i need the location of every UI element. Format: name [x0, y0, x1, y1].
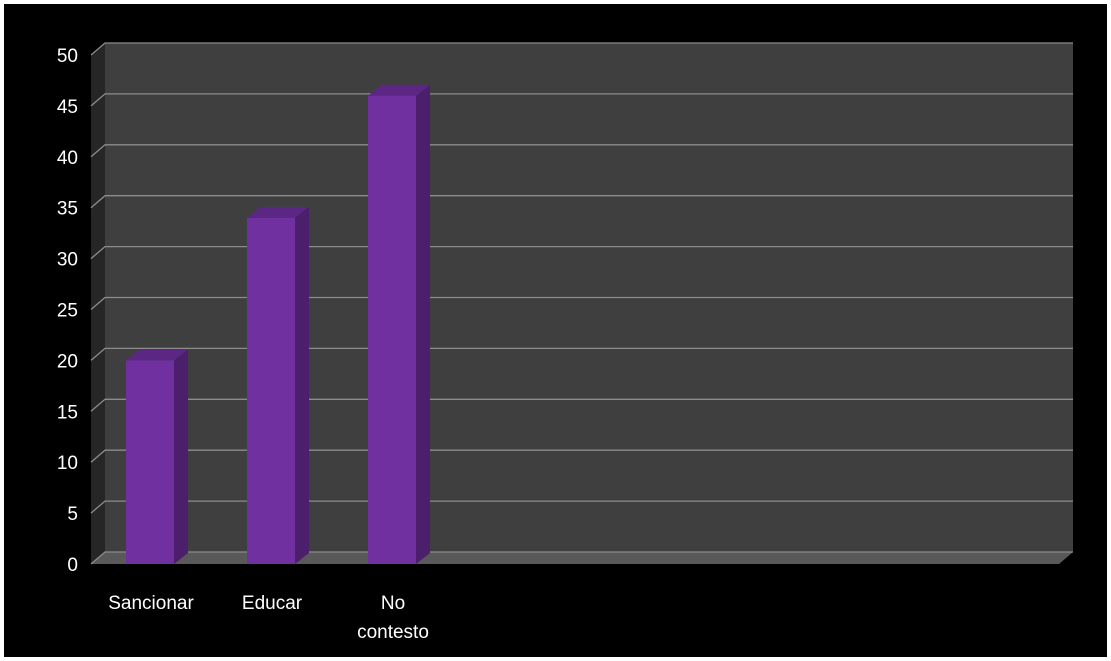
bar-2 [247, 206, 309, 564]
chart-frame: 0 5 10 15 20 25 30 35 40 45 50 Sancionar Educar No co… [4, 4, 1107, 657]
y-tick-label: 30 [57, 250, 78, 271]
bar-chart: 0 5 10 15 20 25 30 35 40 45 50 Sancionar Educar No co… [57, 42, 1073, 643]
bar-1 [126, 349, 188, 564]
plot-floor [91, 552, 1073, 564]
y-tick-label: 10 [57, 453, 78, 474]
y-axis-tick-labels: 0 5 10 15 20 25 30 35 40 45 50 [57, 46, 78, 576]
gridline-40 [90, 144, 1073, 158]
bar-front-face [247, 217, 295, 564]
x-category-label: Sancionar [108, 593, 194, 614]
bars [126, 84, 430, 564]
gridline-50 [90, 42, 1073, 56]
gridline-30 [90, 245, 1073, 260]
gridline-20 [90, 347, 1073, 361]
bar-3 [368, 84, 430, 564]
gridline-35 [90, 195, 1073, 209]
gridline-10 [90, 449, 1073, 463]
bar-top-face [126, 349, 188, 361]
bar-top-face [247, 206, 309, 218]
y-tick-label: 5 [67, 504, 78, 525]
gridline-5 [90, 500, 1073, 514]
x-axis-category-labels: Sancionar Educar No contesto [108, 593, 429, 643]
y-tick-label: 15 [57, 402, 78, 423]
gridlines [90, 42, 1073, 565]
gridline-25 [90, 296, 1073, 310]
y-tick-label: 35 [57, 199, 78, 220]
gridline-15 [90, 398, 1073, 412]
x-category-label: Educar [242, 593, 303, 614]
gridline-0 [90, 551, 1073, 565]
bar-top-face [368, 84, 430, 96]
bar-side-face [174, 349, 188, 564]
x-category-label: No contesto [357, 593, 429, 643]
y-tick-label: 40 [57, 148, 78, 169]
bar-side-face [295, 206, 309, 564]
y-tick-label: 0 [67, 555, 78, 576]
bar-front-face [368, 95, 416, 564]
y-tick-label: 20 [57, 351, 78, 372]
y-tick-label: 25 [57, 301, 78, 322]
y-tick-label: 50 [57, 46, 78, 67]
y-tick-label: 45 [57, 97, 78, 118]
bar-front-face [126, 360, 174, 564]
bar-side-face [416, 84, 430, 564]
gridline-45 [90, 93, 1073, 107]
